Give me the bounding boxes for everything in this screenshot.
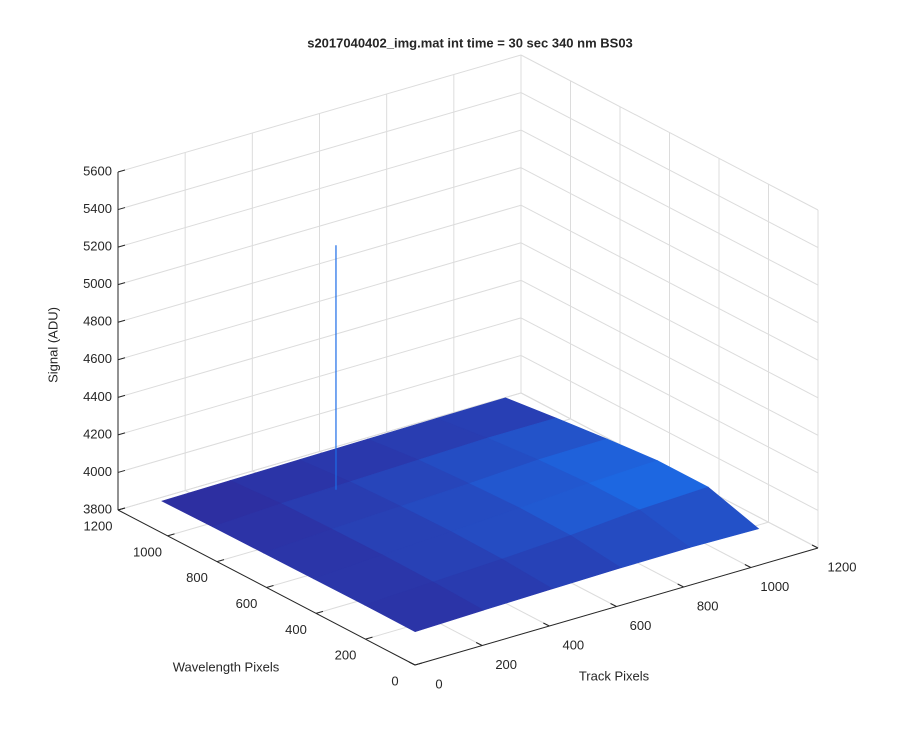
y-tick	[117, 507, 126, 511]
y-axis-label: Wavelength Pixels	[173, 659, 280, 674]
grid-line	[117, 92, 522, 211]
grid-line	[520, 167, 819, 324]
z-tick	[117, 319, 126, 323]
z-tick	[117, 282, 126, 286]
grid-line	[117, 392, 522, 511]
z-tick-label: 5200	[83, 239, 112, 254]
x-tick	[744, 564, 752, 568]
grid-line	[117, 167, 522, 286]
grid-line	[520, 279, 819, 436]
z-axis-label: Signal (ADU)	[45, 307, 60, 383]
y-tick-label: 1200	[84, 518, 113, 533]
grid-line	[520, 204, 819, 361]
z-tick	[117, 394, 126, 398]
grid-line	[520, 242, 819, 399]
x-tick-label: 0	[435, 676, 442, 691]
z-tick-label: 4600	[83, 351, 112, 366]
x-tick	[677, 583, 684, 588]
surface-patch	[363, 581, 485, 633]
z-tick	[117, 357, 126, 361]
grid-line	[117, 242, 522, 361]
z-tick	[117, 432, 126, 436]
y-tick	[315, 610, 324, 614]
z-tick	[117, 169, 126, 173]
z-tick	[117, 244, 126, 248]
y-tick-label: 400	[285, 622, 307, 637]
y-tick	[266, 585, 274, 588]
z-tick-label: 4400	[83, 389, 112, 404]
grid-line	[117, 129, 522, 248]
y-tick-label: 800	[186, 570, 208, 585]
z-tick-label: 4000	[83, 464, 112, 479]
z-tick-label: 5400	[83, 201, 112, 216]
x-tick-label: 400	[562, 637, 584, 652]
y-tick-label: 600	[236, 596, 258, 611]
z-tick-label: 3800	[83, 501, 112, 516]
grid-line	[520, 54, 819, 211]
y-tick-label: 0	[391, 673, 398, 688]
grid-line	[520, 355, 819, 511]
grid-line	[520, 317, 819, 474]
z-tick-label: 4800	[83, 314, 112, 329]
y-tick	[216, 559, 225, 563]
grid-line	[117, 354, 522, 473]
z-tick-label: 5600	[83, 163, 112, 178]
x-tick	[610, 603, 617, 607]
z-tick	[117, 469, 126, 473]
x-tick-label: 200	[495, 657, 517, 672]
y-tick	[167, 533, 175, 537]
grid-line	[117, 204, 522, 323]
grid-line	[520, 129, 819, 286]
grid-line	[117, 279, 522, 398]
x-tick-label: 600	[630, 618, 652, 633]
z-tick-label: 4200	[83, 426, 112, 441]
z-tick	[117, 207, 126, 211]
y-tick	[414, 662, 423, 666]
chart-title: s2017040402_img.mat int time = 30 sec 34…	[307, 35, 633, 50]
x-tick-label: 1200	[828, 559, 857, 574]
y-tick-label: 1000	[133, 544, 162, 559]
grid-line	[117, 54, 522, 173]
grid-line	[117, 317, 522, 436]
x-tick-label: 800	[697, 598, 719, 613]
x-tick	[543, 622, 550, 627]
x-tick	[811, 544, 819, 549]
grid-line	[520, 92, 819, 248]
x-tick-label: 1000	[760, 579, 789, 594]
x-tick	[475, 642, 483, 646]
y-tick-label: 200	[335, 648, 357, 663]
z-tick-label: 5000	[83, 276, 112, 291]
x-axis-label: Track Pixels	[579, 668, 650, 683]
y-tick	[365, 636, 373, 640]
x-tick	[408, 661, 416, 666]
